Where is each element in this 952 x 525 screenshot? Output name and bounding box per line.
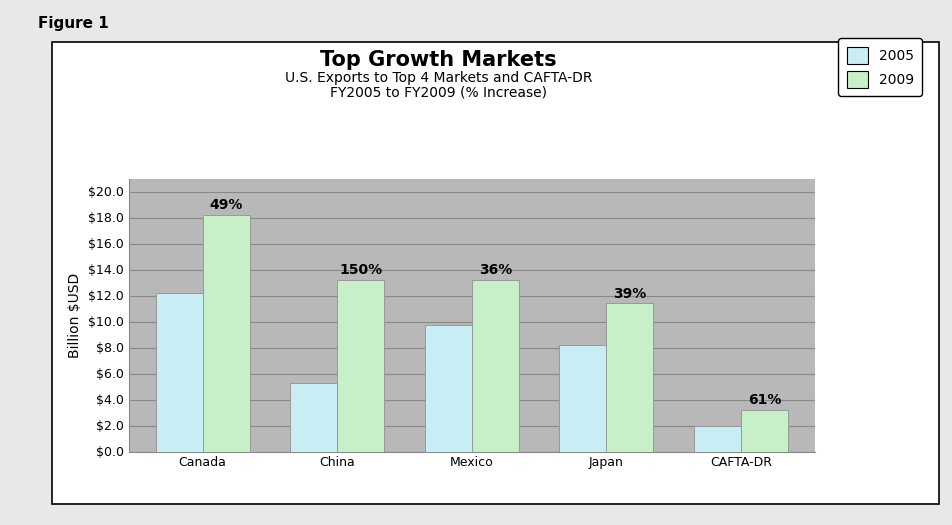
Text: 39%: 39% [612, 287, 645, 301]
Bar [605, 303, 653, 452]
Bar [155, 293, 203, 452]
Text: Top Growth Markets: Top Growth Markets [320, 50, 556, 70]
Legend: 2005, 2009: 2005, 2009 [838, 38, 922, 96]
Text: 150%: 150% [339, 264, 382, 277]
Bar [289, 383, 337, 452]
Y-axis label: Billion $USD: Billion $USD [69, 272, 82, 358]
Text: 36%: 36% [478, 264, 511, 277]
Bar [693, 425, 740, 451]
Text: U.S. Exports to Top 4 Markets and CAFTA-DR: U.S. Exports to Top 4 Markets and CAFTA-… [285, 71, 591, 85]
Bar [203, 215, 249, 452]
Text: Figure 1: Figure 1 [38, 16, 109, 31]
Bar [425, 326, 471, 452]
Bar [337, 280, 384, 452]
Bar [740, 410, 787, 452]
Text: 61%: 61% [747, 393, 781, 407]
Bar [471, 280, 518, 452]
Text: 49%: 49% [209, 198, 243, 212]
Bar [559, 345, 605, 452]
Text: FY2005 to FY2009 (% Increase): FY2005 to FY2009 (% Increase) [329, 85, 546, 99]
